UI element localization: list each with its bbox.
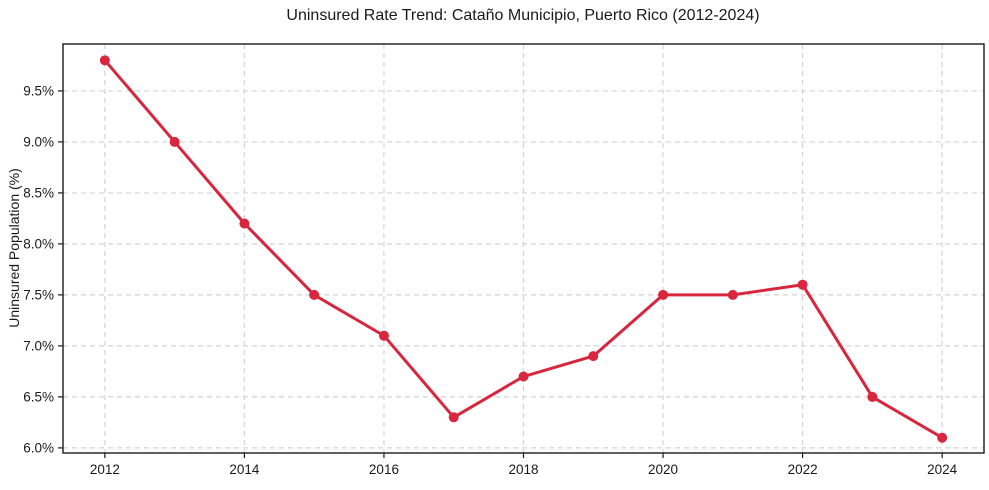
- data-point: [797, 279, 808, 290]
- y-tick-label: 9.5%: [23, 83, 54, 98]
- y-tick-label: 9.0%: [23, 134, 54, 149]
- data-point: [99, 55, 110, 66]
- data-point: [518, 371, 529, 382]
- data-point: [448, 412, 459, 423]
- x-tick-label: 2022: [788, 462, 818, 477]
- y-tick-label: 8.0%: [23, 236, 54, 251]
- data-point: [239, 218, 250, 229]
- y-tick-label: 6.0%: [23, 440, 54, 455]
- data-point: [309, 289, 320, 300]
- data-point: [937, 432, 948, 443]
- data-point: [378, 330, 389, 341]
- data-point: [727, 289, 738, 300]
- y-tick-label: 7.5%: [23, 287, 54, 302]
- plot-frame: [62, 43, 985, 454]
- y-tick-label: 8.5%: [23, 185, 54, 200]
- y-tick-label: 7.0%: [23, 338, 54, 353]
- x-tick-label: 2018: [508, 462, 538, 477]
- x-tick-label: 2014: [229, 462, 260, 477]
- data-point: [169, 136, 180, 147]
- data-point: [867, 391, 878, 402]
- x-tick-label: 2016: [369, 462, 399, 477]
- chart-title: Uninsured Rate Trend: Cataño Municipio, …: [286, 7, 760, 24]
- x-tick-label: 2020: [648, 462, 678, 477]
- data-point: [658, 289, 669, 300]
- x-tick-label: 2024: [927, 462, 958, 477]
- data-point: [588, 351, 599, 362]
- x-tick-label: 2012: [90, 462, 120, 477]
- y-tick-label: 6.5%: [23, 389, 54, 404]
